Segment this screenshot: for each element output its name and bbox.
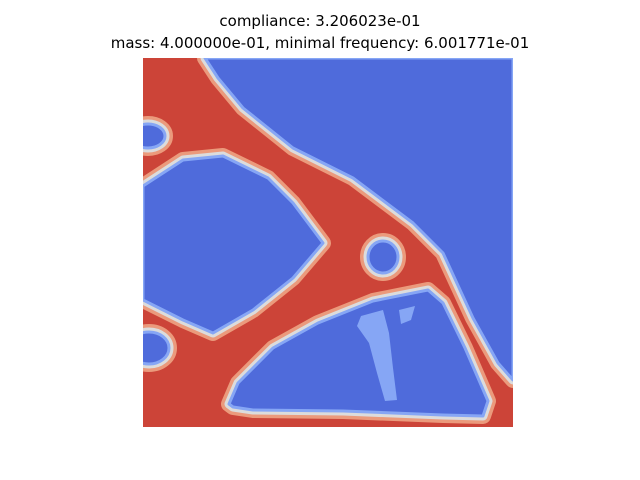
void-hole-center [360, 233, 406, 281]
void-region-left-middle [143, 148, 331, 341]
void-hole-top-left [143, 116, 173, 156]
void-region-lower-triangle [221, 282, 496, 424]
intermediate-density-streak [357, 310, 397, 401]
figure-title-line-1: compliance: 3.206023e-01 [219, 12, 421, 30]
density-field-plot [143, 58, 513, 427]
figure-title-line-2: mass: 4.000000e-01, minimal frequency: 6… [110, 34, 530, 52]
intermediate-density-patch [399, 306, 415, 324]
void-hole-lower-left [143, 324, 177, 372]
void-region-upper-right [197, 58, 513, 388]
